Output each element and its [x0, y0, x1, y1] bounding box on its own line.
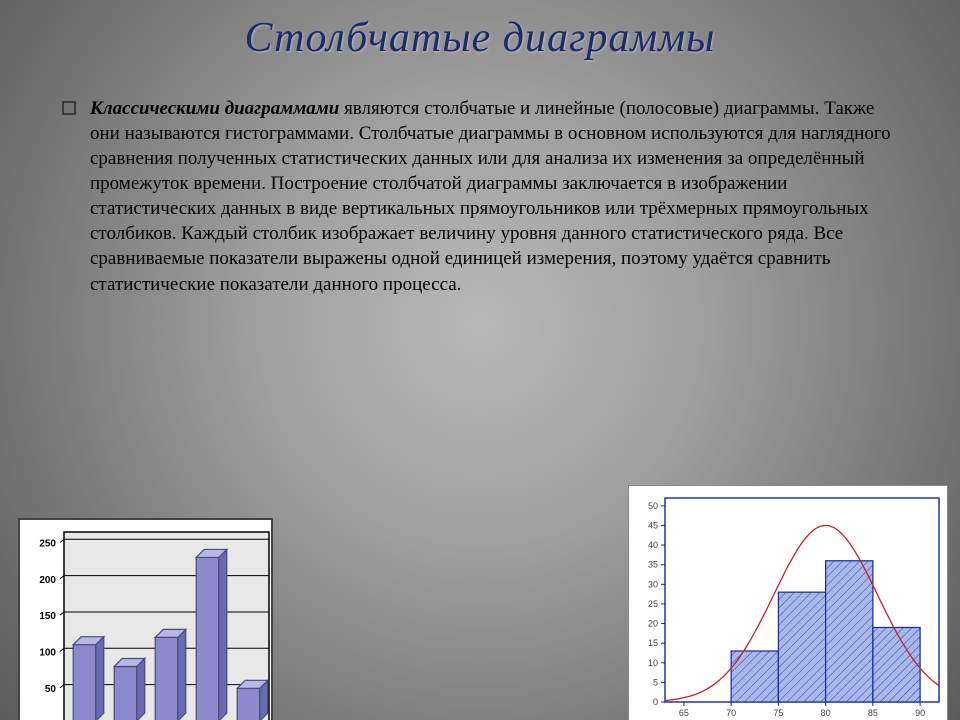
svg-text:250: 250 [39, 538, 56, 549]
histogram-chart: 0 5 10 15 20 25 30 35 40 45 50 65 70 75 80 85 90 [628, 485, 948, 720]
svg-text:45: 45 [648, 520, 658, 530]
svg-text:50: 50 [648, 501, 658, 511]
slide-title: Столбчатые диаграммы [0, 14, 960, 62]
svg-text:65: 65 [679, 708, 689, 718]
histogram-chart-svg: 0 5 10 15 20 25 30 35 40 45 50 65 70 75 80 85 90 [629, 486, 949, 720]
svg-text:0: 0 [653, 697, 658, 707]
svg-text:80: 80 [821, 708, 831, 718]
svg-text:10: 10 [648, 658, 658, 668]
svg-text:15: 15 [648, 638, 658, 648]
svg-text:35: 35 [648, 560, 658, 570]
svg-text:90: 90 [915, 708, 925, 718]
svg-text:85: 85 [868, 708, 878, 718]
lead-phrase: Классическими диаграммами [90, 98, 339, 119]
svg-text:30: 30 [648, 579, 658, 589]
svg-text:70: 70 [726, 708, 736, 718]
bullet-marker-icon [62, 101, 76, 115]
svg-text:40: 40 [648, 540, 658, 550]
body-block: Классическими диаграммами являются столб… [62, 96, 908, 297]
svg-text:20: 20 [648, 619, 658, 629]
svg-text:200: 200 [39, 575, 56, 586]
bar-chart-3d: 050100150200250 [18, 518, 273, 720]
svg-text:150: 150 [39, 611, 56, 622]
svg-text:100: 100 [39, 648, 56, 659]
bullet-row: Классическими диаграммами являются столб… [62, 96, 908, 297]
svg-text:25: 25 [648, 599, 658, 609]
svg-text:75: 75 [773, 708, 783, 718]
bar-chart-3d-svg: 050100150200250 [20, 520, 275, 720]
svg-text:50: 50 [45, 684, 57, 695]
body-rest: являются столбчатые и линейные (полосовы… [90, 98, 891, 295]
body-text: Классическими диаграммами являются столб… [90, 96, 908, 297]
slide: Столбчатые диаграммы Классическими диагр… [0, 0, 960, 720]
svg-text:5: 5 [653, 677, 658, 687]
